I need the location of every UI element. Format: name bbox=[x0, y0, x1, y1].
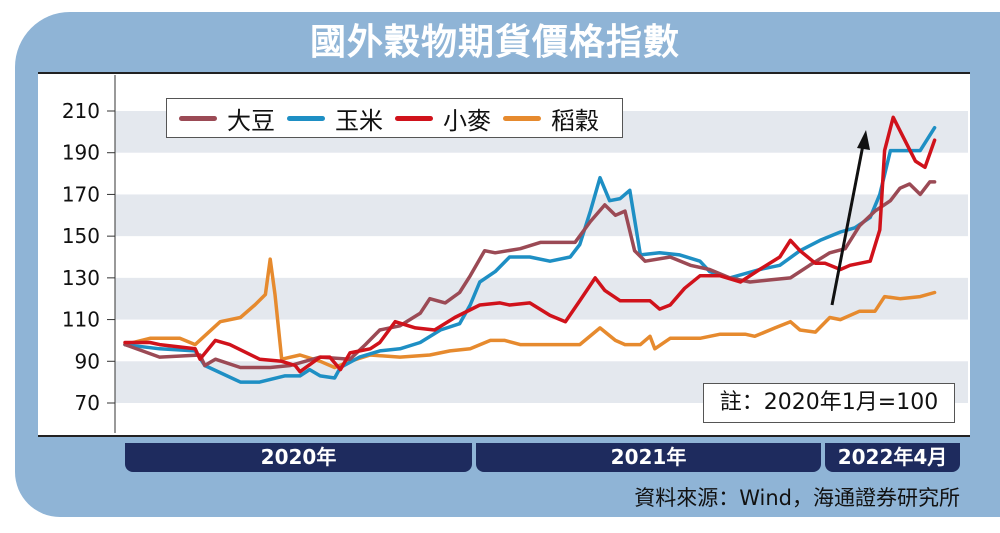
y-tick-label: 190 bbox=[62, 141, 100, 165]
legend-item-soybean: 大豆 bbox=[179, 101, 275, 136]
source-text: 資料來源：Wind，海通證券研究所 bbox=[634, 486, 960, 510]
series-line-2 bbox=[123, 115, 937, 374]
legend-item-wheat: 小麥 bbox=[395, 101, 491, 136]
timeline-2020: 2020年 bbox=[125, 443, 472, 472]
y-tick-label: 150 bbox=[62, 224, 100, 248]
y-tick-label: 70 bbox=[75, 391, 100, 415]
legend-label: 小麥 bbox=[443, 106, 491, 135]
grid-band bbox=[115, 277, 968, 320]
y-tick-label: 110 bbox=[62, 308, 100, 332]
y-tick-label: 170 bbox=[62, 182, 100, 206]
series-line-1 bbox=[123, 125, 937, 384]
base-note: 註：2020年1月=100 bbox=[703, 383, 955, 423]
y-tick-label: 90 bbox=[75, 349, 100, 373]
y-tick-label: 210 bbox=[62, 99, 100, 123]
series-line-3 bbox=[123, 257, 937, 370]
timeline-2021: 2021年 bbox=[476, 443, 821, 472]
grid-band bbox=[115, 194, 968, 237]
series-line-0 bbox=[123, 180, 937, 370]
legend-item-corn: 玉米 bbox=[287, 101, 383, 136]
legend: 大豆 玉米 小麥 稻穀 bbox=[166, 98, 623, 138]
chart-title: 國外穀物期貨價格指數 bbox=[309, 22, 680, 63]
y-tick-label: 130 bbox=[62, 266, 100, 290]
legend-label: 稻穀 bbox=[551, 106, 599, 135]
legend-label: 玉米 bbox=[335, 106, 383, 135]
trend-arrow bbox=[830, 130, 870, 306]
legend-item-rice: 稻穀 bbox=[503, 101, 599, 136]
timeline-2022: 2022年4月 bbox=[825, 443, 960, 472]
legend-label: 大豆 bbox=[227, 106, 275, 135]
